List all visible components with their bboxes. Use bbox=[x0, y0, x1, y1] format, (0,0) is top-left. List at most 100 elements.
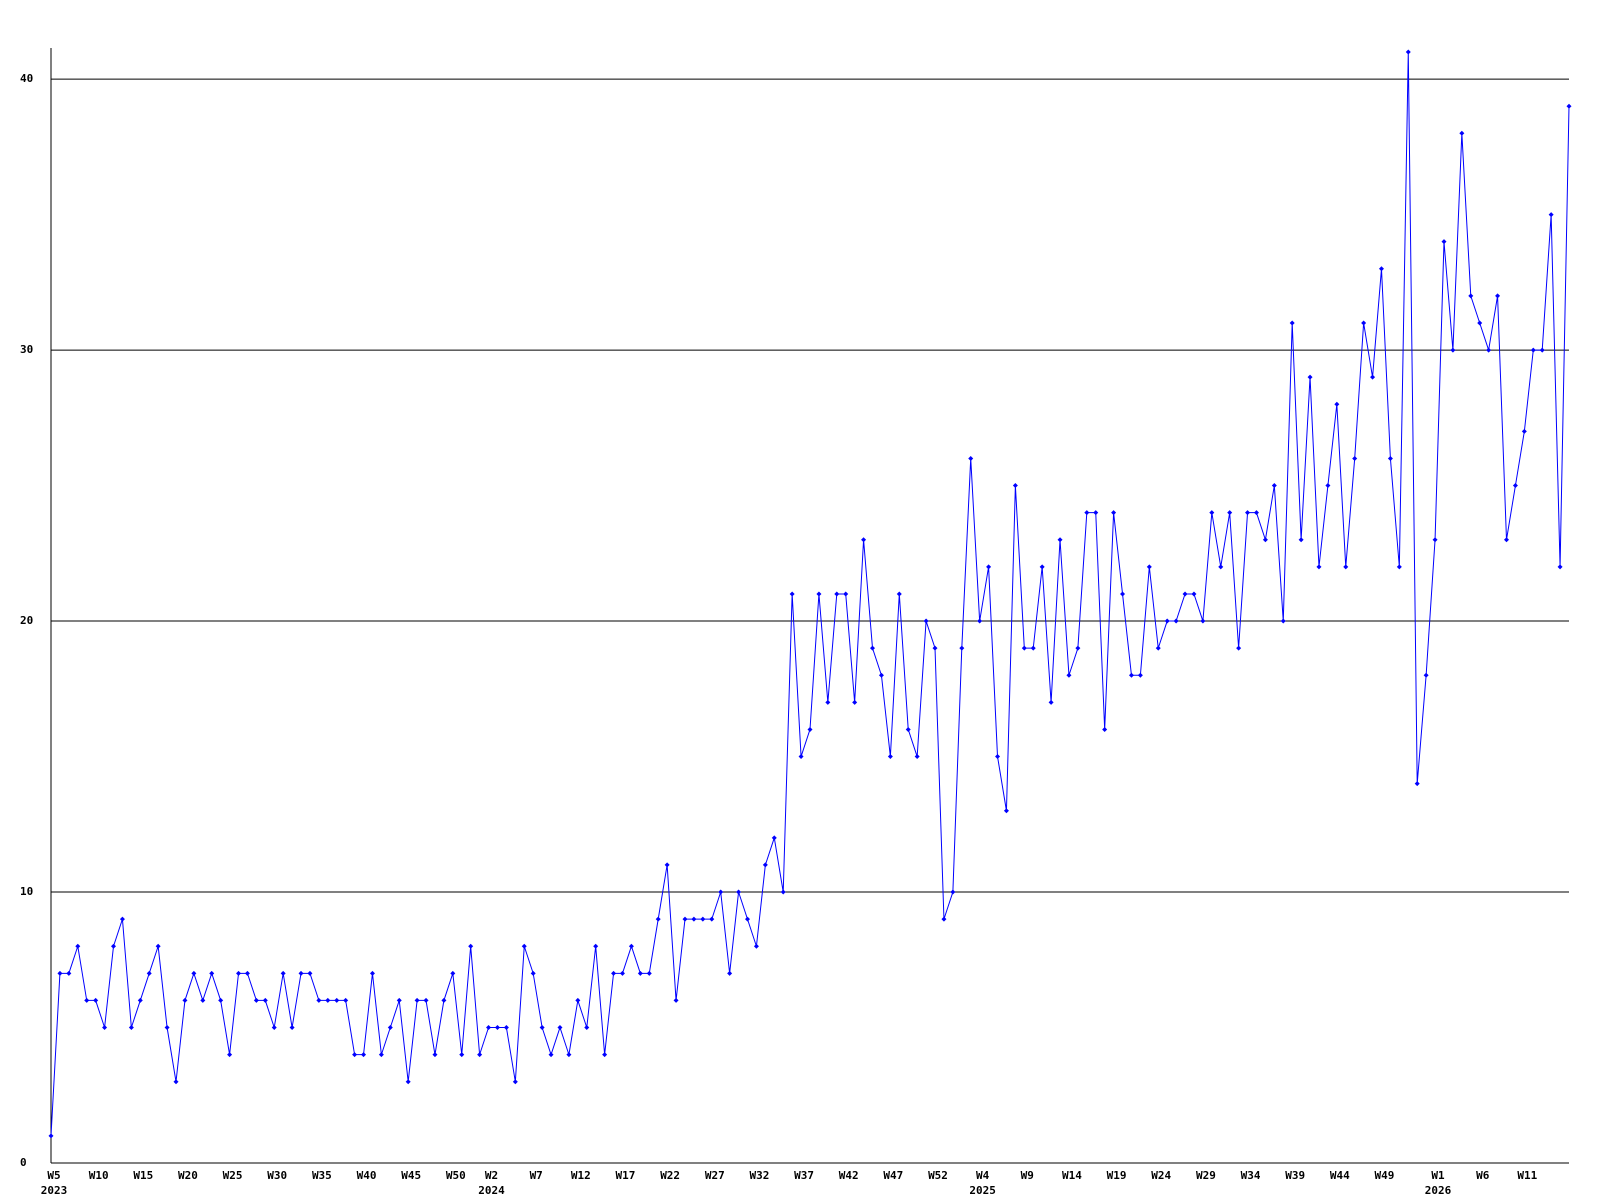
point-marker bbox=[807, 726, 813, 732]
series-line bbox=[50, 51, 1570, 1136]
point-marker bbox=[1075, 645, 1081, 651]
point-marker bbox=[57, 970, 63, 976]
point-marker bbox=[834, 591, 840, 597]
point-marker bbox=[986, 564, 992, 570]
point-marker bbox=[227, 1052, 233, 1058]
point-marker bbox=[1003, 808, 1009, 814]
point-marker bbox=[1450, 347, 1456, 353]
y-tick-label: 0 bbox=[20, 1156, 27, 1169]
point-marker bbox=[1441, 239, 1447, 245]
point-marker bbox=[75, 943, 81, 949]
point-marker bbox=[1414, 781, 1420, 787]
point-marker bbox=[102, 1025, 108, 1031]
point-marker bbox=[253, 997, 259, 1003]
point-marker bbox=[548, 1052, 554, 1058]
point-marker bbox=[450, 970, 456, 976]
point-marker bbox=[1378, 266, 1384, 272]
point-marker bbox=[959, 645, 965, 651]
point-marker bbox=[602, 1052, 608, 1058]
x-tick-label: W14 bbox=[1062, 1169, 1082, 1182]
point-marker bbox=[718, 889, 724, 895]
x-tick-label: W27 bbox=[705, 1169, 725, 1182]
point-marker bbox=[1146, 564, 1152, 570]
point-marker bbox=[1548, 212, 1554, 218]
point-marker bbox=[316, 997, 322, 1003]
point-marker bbox=[1236, 645, 1242, 651]
point-marker bbox=[664, 862, 670, 868]
point-marker bbox=[1084, 510, 1090, 516]
point-marker bbox=[1021, 645, 1027, 651]
point-marker bbox=[128, 1025, 134, 1031]
point-marker bbox=[700, 916, 706, 922]
point-marker bbox=[325, 997, 331, 1003]
point-marker bbox=[182, 997, 188, 1003]
point-marker bbox=[1486, 347, 1492, 353]
point-marker bbox=[1289, 320, 1295, 326]
point-marker bbox=[1262, 537, 1268, 543]
point-marker bbox=[66, 970, 72, 976]
point-marker bbox=[155, 943, 161, 949]
point-marker bbox=[1191, 591, 1197, 597]
point-marker bbox=[361, 1052, 367, 1058]
point-marker bbox=[1495, 293, 1501, 299]
x-tick-label: W52 bbox=[928, 1169, 948, 1182]
point-marker bbox=[1405, 49, 1411, 55]
point-marker bbox=[628, 943, 634, 949]
point-marker bbox=[280, 970, 286, 976]
point-marker bbox=[852, 699, 858, 705]
point-marker bbox=[1227, 510, 1233, 516]
point-marker bbox=[1361, 320, 1367, 326]
point-marker bbox=[486, 1025, 492, 1031]
point-marker bbox=[611, 970, 617, 976]
point-marker bbox=[655, 916, 661, 922]
x-tick-label: W32 bbox=[749, 1169, 769, 1182]
point-marker bbox=[736, 889, 742, 895]
point-marker bbox=[200, 997, 206, 1003]
year-label: 2024 bbox=[478, 1184, 505, 1197]
point-marker bbox=[950, 889, 956, 895]
point-marker bbox=[593, 943, 599, 949]
point-marker bbox=[1325, 483, 1331, 489]
point-marker bbox=[441, 997, 447, 1003]
point-marker bbox=[753, 943, 759, 949]
x-tick-label: W35 bbox=[312, 1169, 332, 1182]
point-marker bbox=[923, 618, 929, 624]
point-marker bbox=[343, 997, 349, 1003]
point-marker bbox=[691, 916, 697, 922]
point-marker bbox=[530, 970, 536, 976]
x-tick-label: W24 bbox=[1151, 1169, 1171, 1182]
x-tick-label: W9 bbox=[1021, 1169, 1034, 1182]
point-marker bbox=[164, 1025, 170, 1031]
y-tick-label: 40 bbox=[20, 72, 33, 85]
point-marker bbox=[1530, 347, 1536, 353]
x-tick-label: W29 bbox=[1196, 1169, 1216, 1182]
point-marker bbox=[1128, 672, 1134, 678]
point-marker bbox=[352, 1052, 358, 1058]
point-marker bbox=[825, 699, 831, 705]
point-marker bbox=[503, 1025, 509, 1031]
point-marker bbox=[494, 1025, 500, 1031]
x-tick-label: W39 bbox=[1285, 1169, 1305, 1182]
point-marker bbox=[1477, 320, 1483, 326]
point-marker bbox=[244, 970, 250, 976]
point-marker bbox=[762, 862, 768, 868]
point-marker bbox=[887, 754, 893, 760]
point-marker bbox=[119, 916, 125, 922]
year-label: 2026 bbox=[1425, 1184, 1452, 1197]
x-tick-label: W47 bbox=[883, 1169, 903, 1182]
point-marker bbox=[1271, 483, 1277, 489]
point-marker bbox=[1280, 618, 1286, 624]
point-marker bbox=[298, 970, 304, 976]
y-tick-label: 30 bbox=[20, 343, 33, 356]
point-marker bbox=[1343, 564, 1349, 570]
x-tick-label: W1 bbox=[1431, 1169, 1445, 1182]
point-marker bbox=[1557, 564, 1563, 570]
point-marker bbox=[1218, 564, 1224, 570]
point-marker bbox=[289, 1025, 295, 1031]
point-marker bbox=[1164, 618, 1170, 624]
x-tick-label: W45 bbox=[401, 1169, 421, 1182]
point-marker bbox=[1012, 483, 1018, 489]
point-marker bbox=[414, 997, 420, 1003]
point-marker bbox=[861, 537, 867, 543]
point-marker bbox=[1245, 510, 1251, 516]
